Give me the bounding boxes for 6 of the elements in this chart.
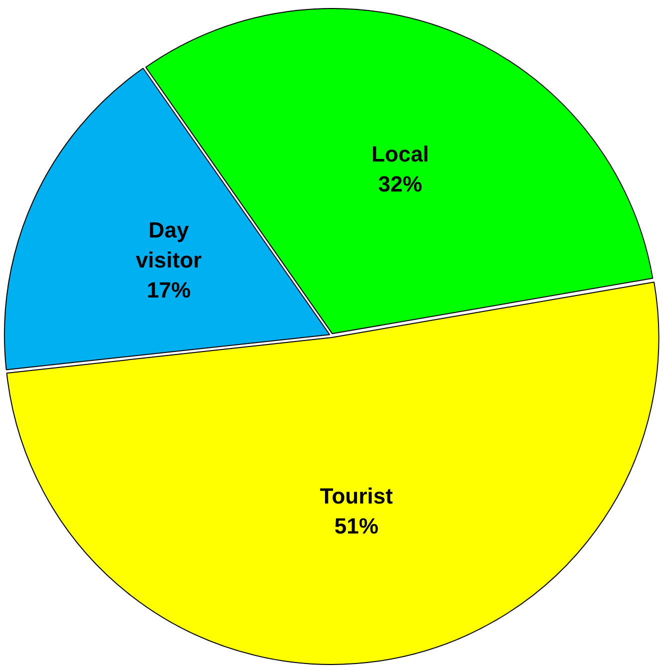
data-label: 51% bbox=[334, 514, 378, 539]
slice-label: Tourist bbox=[320, 484, 394, 509]
data-label: 32% bbox=[378, 172, 422, 197]
data-label: 17% bbox=[146, 278, 191, 303]
slice-label: Day visitor bbox=[136, 218, 202, 273]
slice-label: Local bbox=[371, 142, 429, 167]
